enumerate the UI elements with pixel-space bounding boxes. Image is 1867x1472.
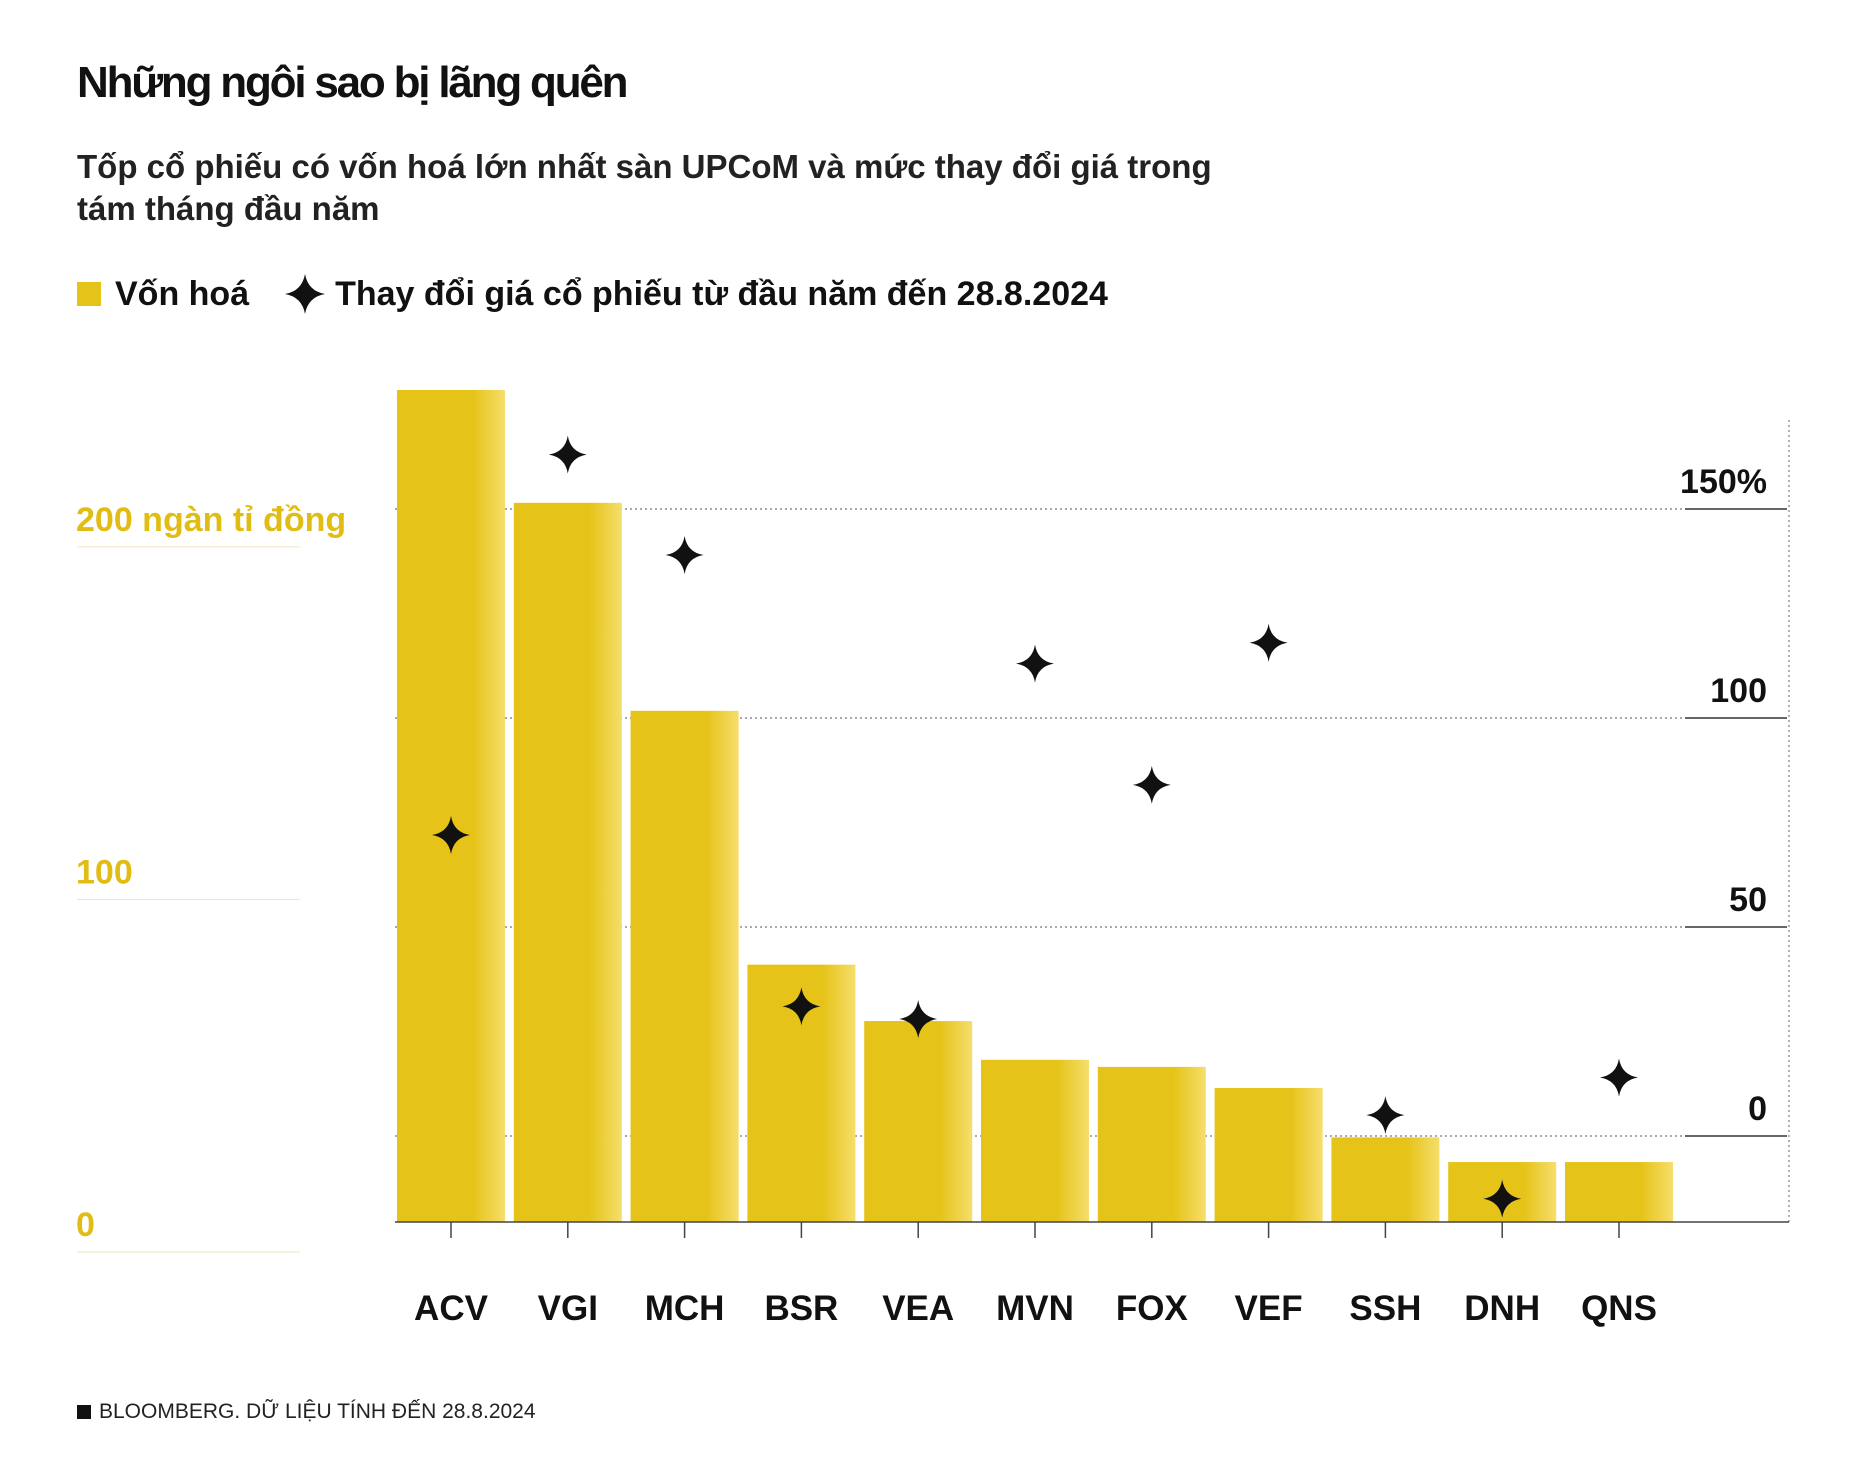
category-label-vef: VEF — [1235, 1289, 1303, 1328]
chart-subtitle: Tốp cổ phiếu có vốn hoá lớn nhất sàn UPC… — [77, 148, 1212, 227]
category-label-fox: FOX — [1116, 1289, 1189, 1328]
category-label-mvn: MVN — [996, 1289, 1074, 1328]
legend: Vốn hoá Thay đổi giá cổ phiếu từ đầu năm… — [77, 272, 1144, 316]
star-marker-bsr — [782, 987, 821, 1026]
bar-vef — [1214, 1088, 1323, 1222]
bar-acv — [397, 390, 505, 1222]
left-axis-tick-label: 0 — [76, 1206, 95, 1244]
source-text: BLOOMBERG. DỮ LIỆU TÍNH ĐẾN 28.8.2024 — [99, 1400, 536, 1423]
star-marker-vea — [899, 999, 938, 1038]
bar-mch — [630, 710, 739, 1222]
category-label-dnh: DNH — [1464, 1289, 1540, 1328]
star-marker-mch — [665, 535, 704, 574]
category-label-mch: MCH — [645, 1289, 725, 1328]
legend-item-price-change: Thay đổi giá cổ phiếu từ đầu năm đến 28.… — [285, 274, 1108, 314]
bars — [397, 390, 1673, 1222]
star-marker-fox — [1132, 765, 1171, 804]
bar-ssh — [1331, 1137, 1440, 1222]
axis-labels: 0 100 200 ngàn tỉ đồng 0 50 100 150% ACV VGI MCH B… — [76, 463, 1767, 1328]
category-label-vea: VEA — [882, 1289, 954, 1328]
right-axis-tick-label: 100 — [1710, 672, 1767, 710]
category-label-qns: QNS — [1581, 1289, 1657, 1328]
chart-title: Những ngôi sao bị lãng quên — [77, 58, 629, 107]
star-marker-dnh — [1483, 1179, 1522, 1218]
bar-mvn — [981, 1059, 1089, 1222]
legend-swatch-bar — [77, 282, 101, 306]
bar-vgi — [513, 502, 622, 1222]
star-icon — [285, 274, 326, 314]
right-axis-tick-label: 0 — [1748, 1090, 1767, 1128]
star-marker-qns — [1600, 1058, 1638, 1097]
legend-label-price-change: Thay đổi giá cổ phiếu từ đầu năm đến 28.… — [335, 274, 1108, 313]
legend-item-market-cap: Vốn hoá — [77, 275, 249, 314]
legend-label-market-cap: Vốn hoá — [115, 274, 250, 313]
category-label-bsr: BSR — [764, 1289, 838, 1328]
axes — [395, 420, 1790, 1238]
source-square-icon — [77, 1405, 91, 1419]
bar-fox — [1097, 1066, 1206, 1222]
category-label-acv: ACV — [414, 1289, 489, 1328]
star-marker-mvn — [1016, 644, 1054, 683]
star-marker-vef — [1249, 623, 1288, 662]
right-axis-tick-label: 150% — [1680, 463, 1767, 501]
star-marker-acv — [432, 816, 470, 855]
category-label-ssh: SSH — [1349, 1289, 1421, 1328]
source-note: BLOOMBERG. DỮ LIỆU TÍNH ĐẾN 28.8.2024 — [77, 1400, 536, 1424]
price-change-markers — [432, 435, 1638, 1218]
star-marker-ssh — [1366, 1096, 1405, 1135]
right-axis-tick-label: 50 — [1729, 881, 1767, 919]
bar-qns — [1565, 1162, 1673, 1222]
left-axis-tick-label: 200 ngàn tỉ đồng — [76, 501, 346, 539]
bar-vea — [864, 1021, 973, 1222]
star-marker-vgi — [548, 435, 587, 474]
category-label-vgi: VGI — [538, 1289, 598, 1328]
left-axis-tick-label: 100 — [76, 853, 133, 891]
